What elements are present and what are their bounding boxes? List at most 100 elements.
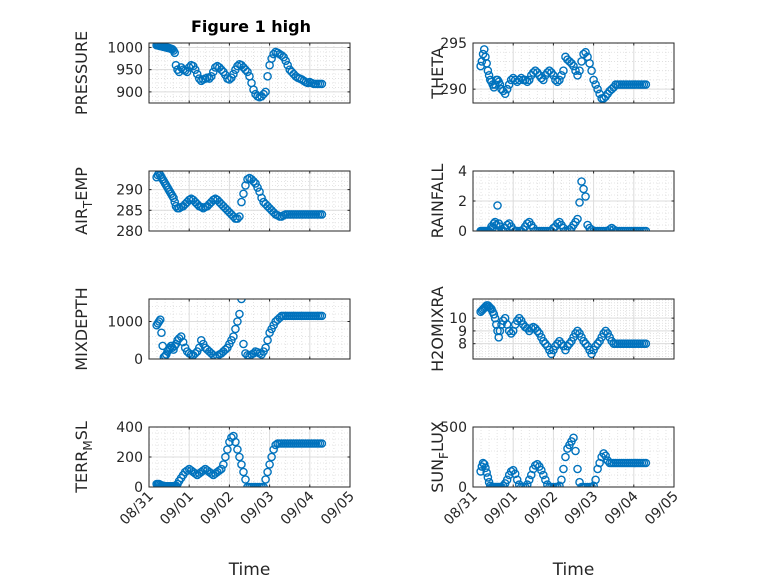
data-point (559, 464, 568, 474)
data-point (317, 311, 327, 321)
data-point (589, 75, 598, 85)
data-point (553, 219, 562, 228)
y-axis-label: PRESSURE (72, 31, 91, 115)
data-point (489, 310, 499, 319)
y-tick-label: 2 (458, 194, 467, 210)
data-point (263, 467, 272, 477)
data-point (478, 458, 488, 468)
data-point (573, 326, 582, 336)
data-point (569, 433, 578, 443)
subplot-5: 0 1000 MIXDEPTH (72, 287, 351, 371)
y-axis-label: MIXDEPTH (72, 287, 91, 370)
data-point (479, 459, 489, 469)
x-tick-label: 09/01 (157, 489, 197, 529)
data-point (551, 75, 560, 85)
x-tick-label: 09/01 (481, 489, 521, 529)
data-point (170, 48, 180, 58)
axes-box (472, 298, 675, 360)
data-point (237, 197, 246, 207)
data-point (267, 452, 276, 462)
data-point (565, 339, 574, 348)
axes-box (148, 42, 351, 104)
data-point (555, 75, 564, 85)
y-tick-label: 950 (116, 63, 143, 79)
data-point (209, 67, 218, 77)
y-tick-label: 1000 (107, 315, 143, 331)
data-point (257, 193, 266, 203)
data-point (223, 445, 232, 454)
data-point (524, 75, 534, 85)
data-point (190, 469, 200, 478)
data-point (579, 184, 588, 194)
data-point (317, 439, 327, 448)
data-point (283, 60, 292, 70)
x-tick-label: 09/05 (318, 489, 358, 529)
data-point (514, 313, 524, 323)
data-point (641, 80, 651, 89)
y-axis-label: THETA (428, 47, 447, 99)
data-point (482, 468, 491, 477)
data-point (237, 299, 246, 304)
data-point (559, 66, 568, 75)
data-point (601, 326, 610, 336)
data-point (204, 74, 214, 83)
data-point (231, 437, 240, 447)
data-point (571, 329, 580, 338)
y-axis-label: RAINFALL (428, 164, 447, 239)
data-point (154, 317, 164, 326)
axes-box (472, 42, 675, 104)
data-point (217, 65, 226, 74)
data-point (537, 465, 546, 475)
data-point (506, 329, 516, 338)
data-point (539, 470, 548, 480)
data-point (261, 87, 270, 97)
data-point (495, 80, 505, 89)
y-tick-label: 4 (458, 164, 467, 180)
data-point (477, 462, 487, 471)
y-tick-label: 290 (440, 82, 467, 98)
data-point (207, 469, 216, 478)
data-point (277, 51, 286, 60)
data-point (192, 69, 202, 79)
data-point (591, 475, 600, 485)
data-point (239, 467, 248, 477)
data-point (512, 316, 522, 326)
data-point (229, 212, 238, 221)
data-point (571, 66, 580, 75)
data-point (221, 452, 230, 462)
y-tick-label: 9 (458, 324, 467, 340)
data-point (249, 85, 258, 94)
data-point (253, 183, 262, 192)
data-point (249, 349, 258, 358)
data-point (221, 345, 230, 354)
y-tick-label: 10 (449, 311, 467, 327)
x-axis-label: Time (228, 560, 271, 580)
data-point (267, 54, 276, 63)
data-point (587, 66, 596, 75)
data-point (516, 73, 526, 83)
data-point (522, 77, 532, 87)
data-point (504, 80, 514, 89)
data-point (553, 77, 562, 87)
data-point (573, 71, 582, 80)
data-point (233, 61, 242, 71)
data-point (190, 349, 200, 358)
data-point (522, 324, 532, 333)
data-point (575, 198, 584, 207)
data-point (217, 464, 226, 474)
data-point (219, 460, 228, 469)
y-tick-label: 280 (116, 224, 143, 240)
x-axis-label: Time (552, 560, 595, 580)
y-tick-label: 290 (116, 183, 143, 199)
data-point (241, 65, 250, 74)
data-point (541, 475, 550, 485)
data-point (176, 332, 186, 341)
data-point (581, 192, 590, 201)
data-point (233, 445, 242, 454)
x-tick-label: 09/03 (238, 489, 278, 529)
data-point (194, 74, 204, 83)
data-point (263, 335, 272, 345)
